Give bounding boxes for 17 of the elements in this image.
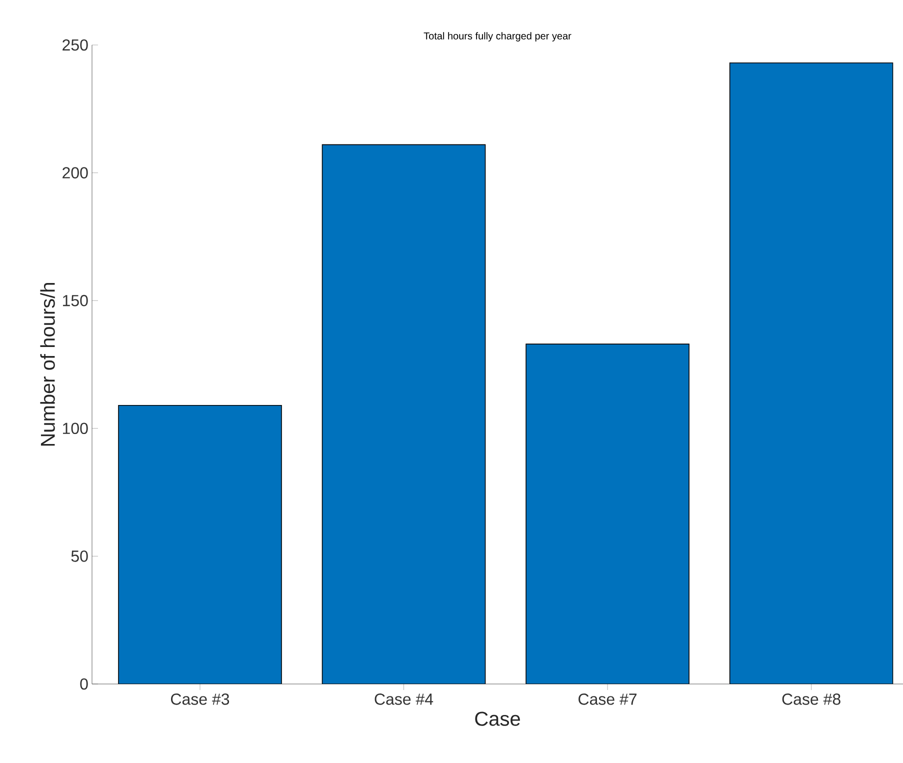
x-tick-label: Case #8 [782,694,840,705]
bar [118,404,282,684]
x-tick-label: Case #4 [374,694,434,705]
y-tick-label: 150 [63,294,88,306]
x-axis-title: Case [475,712,520,726]
y-axis-title: Number of hours/h [40,283,55,446]
x-tick-label: Case #7 [578,694,637,705]
y-tick-label: 200 [62,167,88,178]
y-tick-label: 50 [71,550,88,562]
bar [729,62,894,684]
y-tick-label: 250 [62,39,88,51]
y-tick-label: 0 [80,678,88,690]
bar [322,144,486,684]
y-tick-label: 100 [63,422,88,434]
bar [526,344,690,684]
chart-title: Total hours fully charged per year [424,32,572,42]
x-tick-label: Case #3 [171,694,230,705]
